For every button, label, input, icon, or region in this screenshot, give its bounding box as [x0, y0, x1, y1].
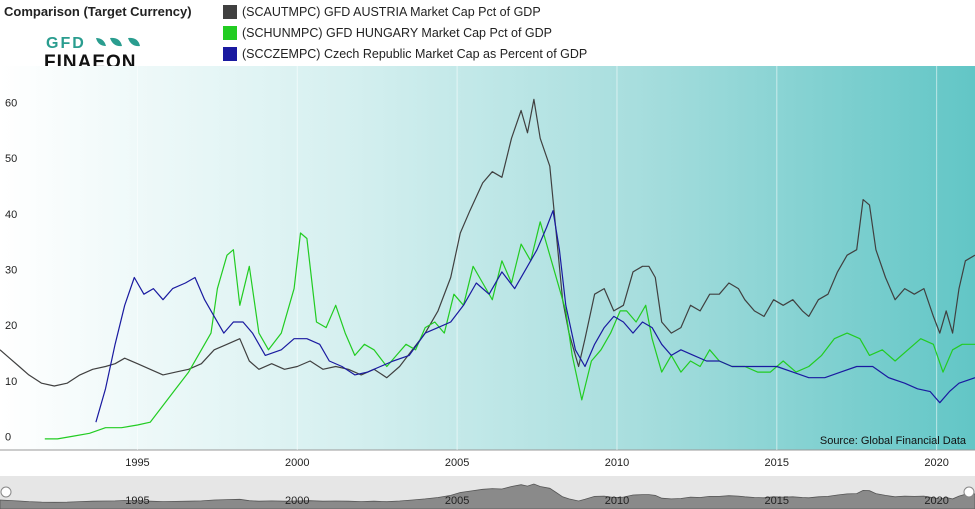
legend-item-austria[interactable]: (SCAUTMPC) GFD AUSTRIA Market Cap Pct of…	[223, 3, 541, 21]
x-tick-label: 2000	[285, 457, 309, 469]
chart-header: Comparison (Target Currency) GFD FINAEON…	[0, 0, 975, 70]
y-tick-labels: 0 10 20 30 40 50 60	[5, 98, 17, 444]
x-tick-label: 1995	[125, 457, 149, 469]
legend-label-hungary: (SCHUNMPC) GFD HUNGARY Market Cap Pct of…	[242, 26, 553, 40]
logo-text-gfd: GFD	[46, 35, 86, 52]
range-navigator[interactable]: 1995 2000 2005 2010 2015 2020	[0, 476, 975, 509]
navigator-left-handle	[0, 486, 12, 498]
leaf-icon-2	[128, 37, 140, 47]
legend-swatch-czech	[223, 47, 237, 61]
logo-text-finaeon: FINAEON	[44, 52, 137, 70]
y-tick-label: 0	[5, 431, 11, 443]
navigator-tick-label: 2000	[285, 495, 309, 507]
navigator-tick-label: 2020	[924, 495, 948, 507]
y-tick-label: 50	[5, 153, 17, 165]
line-chart: 0 10 20 30 40 50 60 1995 2000 2005 2010 2015 2020 S…	[0, 66, 975, 469]
y-tick-label: 20	[5, 320, 17, 332]
navigator-tick-label: 1995	[125, 495, 149, 507]
x-tick-label: 2005	[445, 457, 469, 469]
leaf-icon	[96, 37, 122, 47]
legend-swatch-austria	[223, 5, 237, 19]
y-tick-label: 30	[5, 264, 17, 276]
source-note: Source: Global Financial Data	[820, 435, 967, 447]
legend-label-czech: (SCCZEMPC) Czech Republic Market Cap as …	[242, 47, 588, 61]
navigator-tick-label: 2015	[765, 495, 789, 507]
legend-item-hungary[interactable]: (SCHUNMPC) GFD HUNGARY Market Cap Pct of…	[223, 24, 552, 42]
x-tick-label: 2010	[605, 457, 629, 469]
x-tick-labels: 1995 2000 2005 2010 2015 2020	[125, 457, 949, 469]
y-tick-label: 40	[5, 209, 17, 221]
navigator-right-handle	[963, 486, 975, 498]
y-tick-label: 10	[5, 376, 17, 388]
series-lines	[0, 98, 975, 440]
x-tick-label: 2020	[924, 457, 948, 469]
series-line-czech	[95, 210, 975, 423]
legend-label-austria: (SCAUTMPC) GFD AUSTRIA Market Cap Pct of…	[242, 5, 541, 19]
legend-item-czech[interactable]: (SCCZEMPC) Czech Republic Market Cap as …	[223, 45, 587, 63]
plot-background	[0, 66, 975, 450]
series-line-hungary	[44, 221, 975, 440]
navigator-area	[0, 483, 975, 509]
legend-swatch-hungary	[223, 26, 237, 40]
navigator-tick-label: 2005	[445, 495, 469, 507]
y-tick-label: 60	[5, 98, 17, 110]
navigator-labels: 1995 2000 2005 2010 2015 2020	[125, 495, 949, 507]
comparison-title: Comparison (Target Currency)	[4, 4, 192, 19]
navigator-tick-label: 2010	[605, 495, 629, 507]
navigator-series-area	[0, 483, 975, 509]
gfd-finaeon-logo: GFD FINAEON	[44, 35, 140, 70]
x-tick-label: 2015	[765, 457, 789, 469]
